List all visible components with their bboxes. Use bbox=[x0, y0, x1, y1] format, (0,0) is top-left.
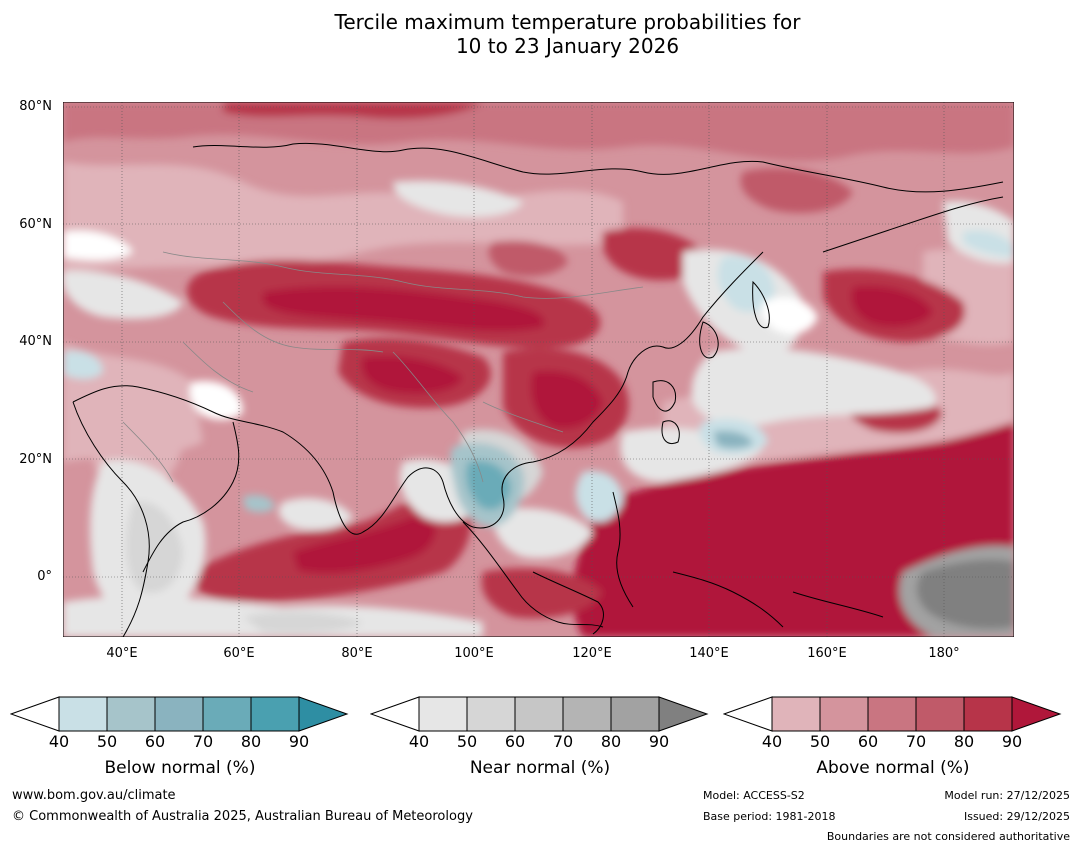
model-run-text: Model run: 27/12/2025 bbox=[944, 789, 1070, 802]
cbar-tick: 70 bbox=[552, 732, 574, 751]
legend-swatch bbox=[58, 696, 108, 732]
colorbar-near-normal bbox=[370, 696, 709, 732]
near-normal-max-arrow bbox=[658, 696, 709, 732]
legend-swatch bbox=[250, 696, 300, 732]
lat-label-0: 0° bbox=[37, 569, 52, 584]
probability-field bbox=[63, 102, 1014, 637]
cbar-tick: 40 bbox=[408, 732, 430, 751]
above-normal-title: Above normal (%) bbox=[816, 758, 970, 778]
above-normal-min-arrow bbox=[723, 696, 773, 732]
map-svg bbox=[63, 102, 1014, 637]
below-normal-min-arrow bbox=[10, 696, 60, 732]
legend-swatch bbox=[562, 696, 612, 732]
cbar-tick: 40 bbox=[48, 732, 70, 751]
cbar-tick: 80 bbox=[600, 732, 622, 751]
lon-label-140e: 140°E bbox=[689, 646, 729, 661]
lon-label-100e: 100°E bbox=[454, 646, 494, 661]
legend-swatch bbox=[106, 696, 156, 732]
probability-map bbox=[63, 102, 1014, 637]
legend-swatch bbox=[771, 696, 821, 732]
cbar-tick: 70 bbox=[192, 732, 214, 751]
lon-label-180: 180° bbox=[928, 646, 960, 661]
cbar-tick: 90 bbox=[648, 732, 670, 751]
map-title: Tercile maximum temperature probabilitie… bbox=[0, 10, 1081, 58]
borders bbox=[122, 251, 644, 483]
legend-swatch bbox=[867, 696, 917, 732]
legend-swatch bbox=[819, 696, 869, 732]
legend-swatch bbox=[202, 696, 252, 732]
near-normal-title: Near normal (%) bbox=[469, 758, 611, 778]
above-normal-max-arrow bbox=[1011, 696, 1062, 732]
colorbar-above-normal bbox=[723, 696, 1062, 732]
lat-label-20n: 20°N bbox=[19, 452, 52, 467]
cbar-tick: 50 bbox=[809, 732, 831, 751]
lon-label-160e: 160°E bbox=[807, 646, 847, 661]
legend-swatch bbox=[963, 696, 1013, 732]
graticule bbox=[63, 102, 1014, 637]
cbar-tick: 60 bbox=[504, 732, 526, 751]
lat-label-40n: 40°N bbox=[19, 334, 52, 349]
above-normal-swatches bbox=[771, 696, 1013, 732]
cbar-tick: 60 bbox=[144, 732, 166, 751]
colorbar-below-normal bbox=[10, 696, 349, 732]
copyright-text: © Commonwealth of Australia 2025, Austra… bbox=[12, 809, 473, 824]
lat-label-60n: 60°N bbox=[19, 217, 52, 232]
issued-text: Issued: 29/12/2025 bbox=[963, 810, 1070, 823]
below-normal-max-arrow bbox=[298, 696, 349, 732]
cbar-tick: 80 bbox=[953, 732, 975, 751]
coastlines bbox=[72, 142, 1004, 637]
lon-label-80e: 80°E bbox=[341, 646, 373, 661]
cbar-tick: 50 bbox=[456, 732, 478, 751]
legend-swatch bbox=[154, 696, 204, 732]
lon-label-40e: 40°E bbox=[106, 646, 138, 661]
title-line-2: 10 to 23 January 2026 bbox=[455, 34, 680, 58]
base-period-text: Base period: 1981-2018 bbox=[703, 810, 836, 823]
model-text: Model: ACCESS-S2 bbox=[703, 789, 805, 802]
legend-swatch bbox=[610, 696, 660, 732]
legend-swatch bbox=[466, 696, 516, 732]
cbar-tick: 80 bbox=[240, 732, 262, 751]
cbar-tick: 60 bbox=[857, 732, 879, 751]
cbar-tick: 70 bbox=[905, 732, 927, 751]
cbar-tick: 40 bbox=[761, 732, 783, 751]
lon-label-120e: 120°E bbox=[572, 646, 612, 661]
legend-swatch bbox=[915, 696, 965, 732]
cbar-tick: 90 bbox=[1001, 732, 1023, 751]
below-normal-swatches bbox=[58, 696, 300, 732]
website-link[interactable]: www.bom.gov.au/climate bbox=[12, 788, 176, 803]
cbar-tick: 90 bbox=[288, 732, 310, 751]
near-normal-swatches bbox=[418, 696, 660, 732]
legend-swatch bbox=[418, 696, 468, 732]
legend-swatch bbox=[514, 696, 564, 732]
lon-label-60e: 60°E bbox=[223, 646, 255, 661]
lat-label-80n: 80°N bbox=[19, 99, 52, 114]
disclaimer-text: Boundaries are not considered authoritat… bbox=[826, 830, 1070, 843]
title-line-1: Tercile maximum temperature probabilitie… bbox=[334, 10, 801, 34]
near-normal-min-arrow bbox=[370, 696, 420, 732]
cbar-tick: 50 bbox=[96, 732, 118, 751]
below-normal-title: Below normal (%) bbox=[104, 758, 256, 778]
